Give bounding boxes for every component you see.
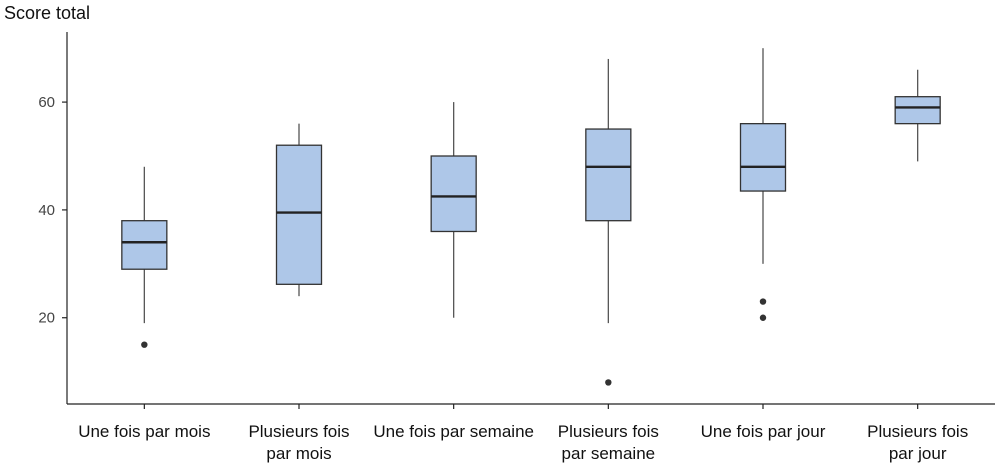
- x-category-label: Une fois par jour: [701, 422, 826, 441]
- x-category-label: Une fois par mois: [78, 422, 210, 441]
- box: [894, 96, 941, 125]
- y-tick-label: 20: [38, 310, 55, 327]
- boxes: [121, 48, 941, 386]
- box: [430, 155, 477, 233]
- y-axis-title: Score total: [4, 3, 90, 23]
- box: [275, 144, 323, 285]
- x-axis-labels: Une fois par mois Plusieurs fois par mois U…: [78, 422, 968, 463]
- x-category-label: Plusieurs fois par jour: [867, 422, 968, 463]
- box: [121, 220, 168, 270]
- x-category-label: Une fois par semaine: [373, 422, 534, 441]
- box: [739, 123, 787, 192]
- x-category-label: Plusieurs fois par mois: [248, 422, 349, 463]
- outlier-point: [759, 314, 767, 321]
- axes: 20 40 60: [38, 32, 995, 409]
- outlier-point: [141, 341, 148, 348]
- x-category-label: Plusieurs fois par semaine: [558, 422, 659, 463]
- box: [585, 128, 632, 222]
- y-tick-label: 60: [38, 94, 55, 111]
- y-tick-label: 40: [38, 202, 55, 219]
- outlier-point: [759, 298, 767, 305]
- outlier-point: [605, 379, 612, 386]
